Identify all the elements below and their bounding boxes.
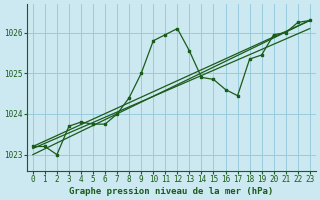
X-axis label: Graphe pression niveau de la mer (hPa): Graphe pression niveau de la mer (hPa) [69, 187, 274, 196]
